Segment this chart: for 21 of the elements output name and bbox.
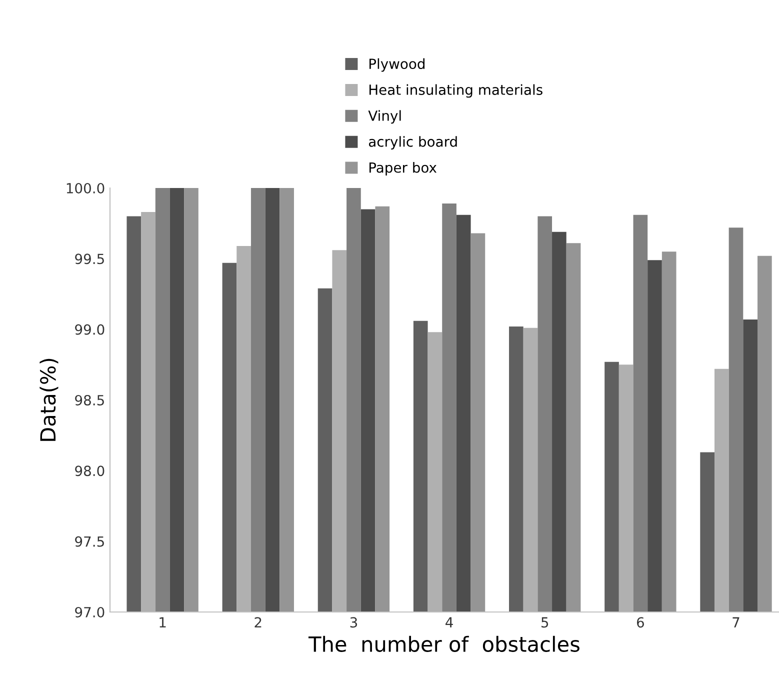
y-tick-label: 97.0 <box>75 606 104 618</box>
x-tick-label: 1 <box>160 617 166 628</box>
y-tick-label: 100.0 <box>66 182 104 194</box>
x-tick-label: 6 <box>636 617 644 628</box>
x-axis-title: The number of obstacles <box>308 636 580 652</box>
y-tick-label: 98.5 <box>75 394 104 406</box>
y-tick-label: 97.5 <box>75 536 104 547</box>
y-tick-label: 98.0 <box>75 466 104 476</box>
y-axis-title: Data(%) <box>40 358 58 441</box>
x-tick-label: 3 <box>350 617 358 628</box>
x-tick-label: 5 <box>542 617 548 628</box>
y-tick-label: 99.5 <box>75 254 104 264</box>
legend-label: acrylic board <box>368 136 457 150</box>
legend-label: Vinyl <box>368 110 401 124</box>
legend-label: Paper box <box>369 162 437 176</box>
x-tick-label: 4 <box>446 617 453 628</box>
x-tick-label: 2 <box>254 617 262 628</box>
x-tick-label: 7 <box>732 617 740 628</box>
y-tick-label: 99.0 <box>75 324 104 335</box>
legend-label: Plywood <box>369 58 424 72</box>
legend-label: Heat insulating materials <box>369 84 542 98</box>
